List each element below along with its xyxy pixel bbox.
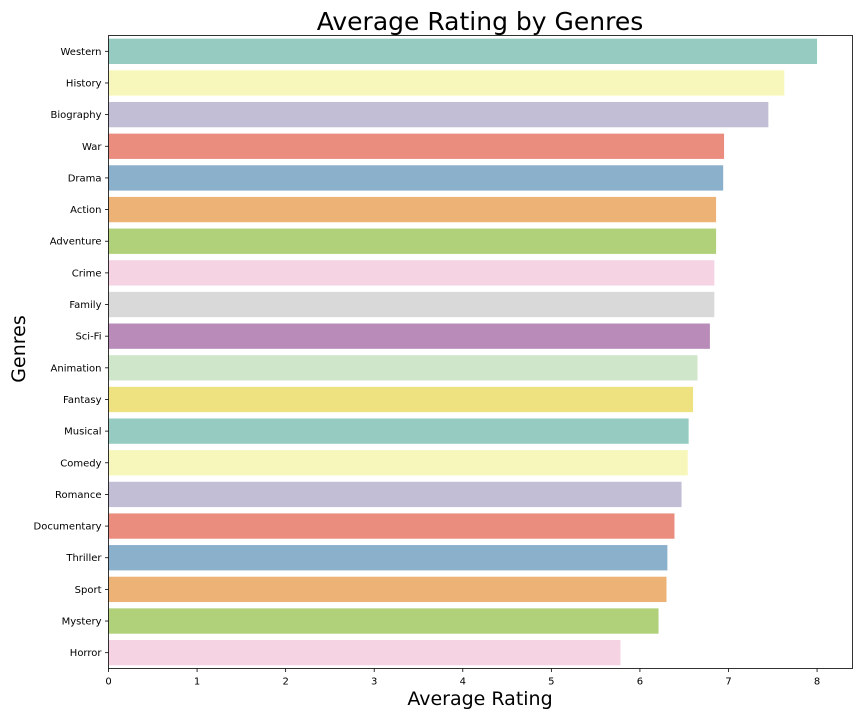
x-tick-labels: 0 1 2 3 4 5 6 7 8 — [105, 668, 820, 688]
y-tick-label: Horror — [70, 648, 103, 659]
bar-mystery — [108, 608, 659, 634]
bar-sport — [108, 576, 667, 603]
y-tick-label: Romance — [55, 490, 101, 501]
y-tick-label: Crime — [72, 268, 102, 279]
y-tick-label: Action — [70, 205, 101, 216]
bar-western — [108, 38, 818, 64]
x-tick-label: 5 — [548, 677, 554, 688]
bar-animation — [108, 355, 698, 381]
y-tick-label: Documentary — [34, 522, 102, 533]
x-tick-label: 1 — [194, 677, 200, 688]
bar-adventure — [108, 228, 717, 254]
plot-frame — [108, 35, 853, 669]
x-tick-label: 8 — [814, 677, 820, 688]
y-tick-label: Mystery — [62, 617, 102, 628]
x-axis-label: Average Rating — [407, 688, 552, 710]
y-tick-label: Adventure — [50, 237, 102, 248]
y-tick-label: Animation — [51, 363, 102, 374]
bar-action — [108, 196, 717, 223]
bar-thriller — [108, 545, 668, 571]
y-tick-label: Western — [60, 47, 101, 58]
bar-crime — [108, 260, 715, 286]
bar-fantasy — [108, 386, 694, 413]
x-tick-label: 2 — [282, 677, 288, 688]
bar-romance — [108, 481, 682, 508]
y-tick-label: Biography — [51, 110, 102, 121]
y-tick-label: Sport — [75, 585, 102, 596]
bar-musical — [108, 418, 689, 444]
x-tick-label: 6 — [637, 677, 643, 688]
bar-sci-fi — [108, 323, 710, 349]
y-tick-label: Thriller — [65, 553, 102, 564]
y-axis-label: Genres — [8, 315, 30, 382]
y-tick-label: Fantasy — [63, 395, 102, 406]
bars-layer — [108, 38, 818, 666]
y-tick-labels: Western History Biography War Drama Action Adv… — [34, 47, 109, 659]
bar-history — [108, 70, 785, 96]
bar-comedy — [108, 450, 688, 476]
bar-drama — [108, 165, 724, 191]
bar-biography — [108, 101, 769, 128]
y-tick-label: Musical — [64, 427, 101, 438]
x-tick-label: 3 — [371, 677, 377, 688]
x-tick-label: 7 — [725, 677, 731, 688]
y-tick-label: Drama — [68, 173, 102, 184]
bar-horror — [108, 640, 621, 666]
y-tick-label: Family — [69, 300, 101, 311]
y-tick-label: Sci-Fi — [75, 332, 101, 343]
x-tick-label: 0 — [105, 677, 111, 688]
y-tick-label: War — [82, 142, 102, 153]
bar-family — [108, 291, 715, 318]
y-tick-label: Comedy — [60, 458, 101, 469]
bar-war — [108, 133, 725, 159]
chart-title: Average Rating by Genres — [317, 7, 644, 36]
x-tick-label: 4 — [460, 677, 466, 688]
y-tick-label: History — [66, 78, 102, 89]
bar-documentary — [108, 513, 675, 539]
